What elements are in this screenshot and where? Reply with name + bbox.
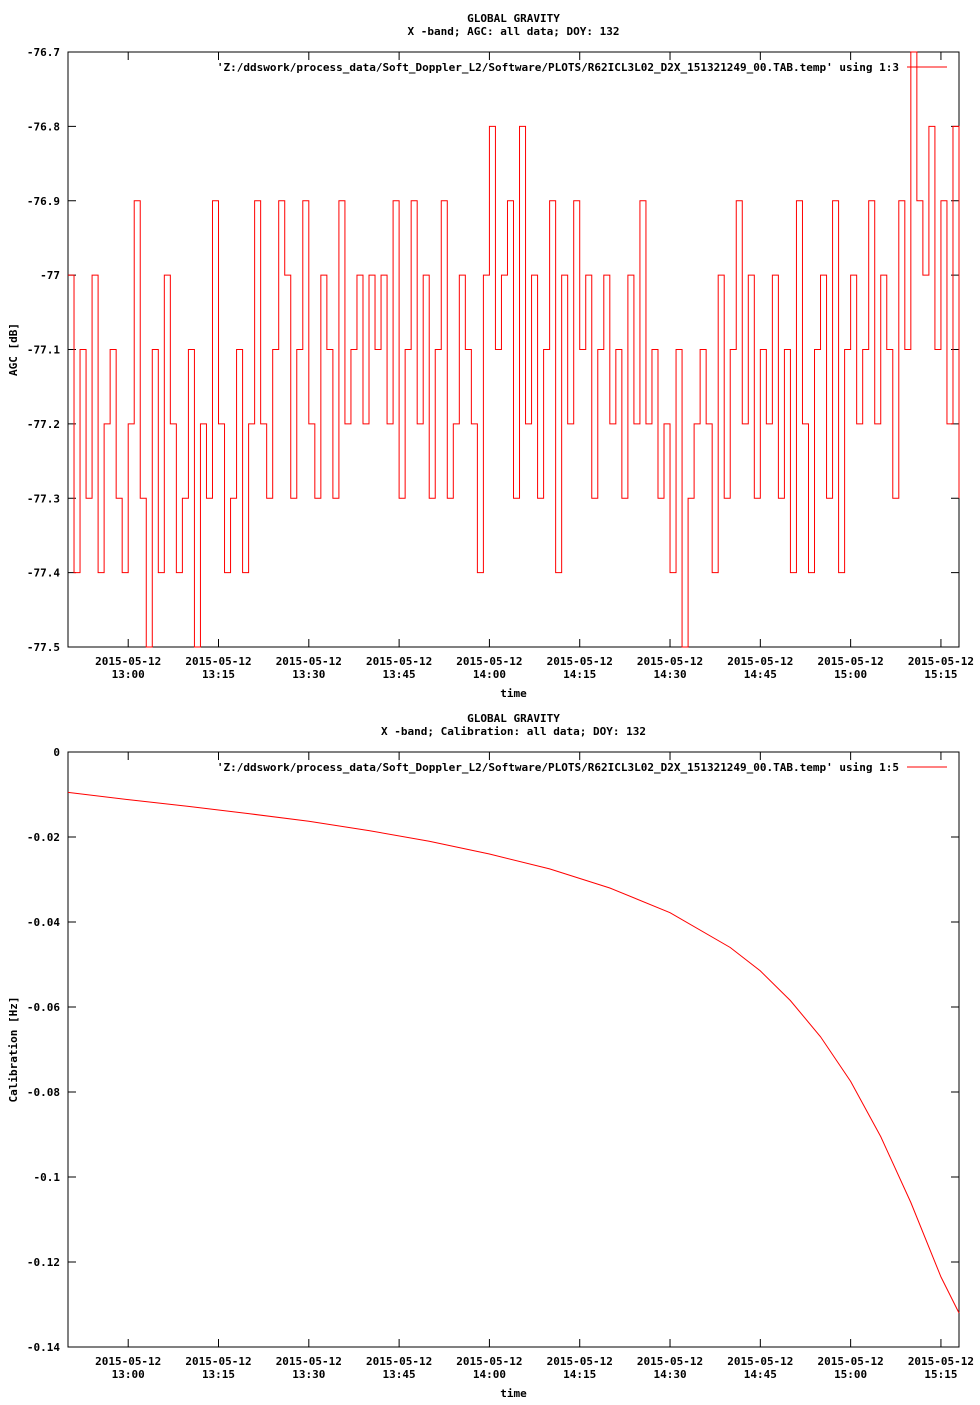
y-tick-label: -0.14 [27,1341,60,1354]
x-tick-label-date: 2015-05-12 [908,655,974,668]
x-tick-label-time: 13:00 [112,668,145,681]
x-tick-label-time: 13:30 [292,668,325,681]
x-tick-label-time: 13:30 [292,1368,325,1381]
y-tick-label: -77.4 [27,567,60,580]
y-tick-label: -77.1 [27,344,60,357]
x-tick-label-time: 13:45 [383,1368,416,1381]
y-tick-label: -77.3 [27,492,60,505]
y-tick-label: -0.08 [27,1086,60,1099]
x-tick-label-time: 15:00 [834,668,867,681]
x-tick-label-time: 15:15 [924,668,957,681]
x-tick-label-date: 2015-05-12 [456,655,522,668]
legend-entry-label: 'Z:/ddswork/process_data/Soft_Doppler_L2… [217,761,899,774]
y-tick-label: -0.12 [27,1256,60,1269]
x-axis-label: time [500,687,527,700]
y-tick-label: -77 [40,269,60,282]
x-axis-label: time [500,1387,527,1400]
y-tick-label: -0.04 [27,916,60,929]
series-line-1 [67,791,960,1314]
x-tick-label-time: 15:15 [924,1368,957,1381]
y-axis-label: Calibration [Hz] [7,997,20,1103]
x-tick-label-date: 2015-05-12 [637,655,703,668]
x-tick-label-time: 14:45 [744,1368,777,1381]
x-tick-label-time: 14:15 [563,668,596,681]
y-tick-label: 0 [53,746,60,759]
y-tick-label: -0.1 [34,1171,61,1184]
x-tick-label-date: 2015-05-12 [818,1355,884,1368]
x-tick-label-time: 14:00 [473,668,506,681]
x-tick-label-time: 14:45 [744,668,777,681]
x-tick-label-time: 14:30 [653,1368,686,1381]
chart-title: GLOBAL GRAVITY [467,12,560,25]
x-tick-label-time: 13:15 [202,1368,235,1381]
x-tick-label-time: 14:30 [653,668,686,681]
y-tick-label: -76.9 [27,195,60,208]
chart-subtitle: X -band; AGC: all data; DOY: 132 [408,25,620,38]
x-tick-label-date: 2015-05-12 [456,1355,522,1368]
x-tick-label-time: 13:45 [383,668,416,681]
x-tick-label-date: 2015-05-12 [818,655,884,668]
y-tick-label: -76.7 [27,46,60,59]
x-tick-label-date: 2015-05-12 [95,1355,161,1368]
y-axis-label: AGC [dB] [7,323,20,376]
x-tick-label-date: 2015-05-12 [547,1355,613,1368]
x-tick-label-time: 14:00 [473,1368,506,1381]
x-tick-label-date: 2015-05-12 [547,655,613,668]
chart-title: GLOBAL GRAVITY [467,712,560,725]
x-tick-label-date: 2015-05-12 [95,655,161,668]
x-tick-label-date: 2015-05-12 [276,1355,342,1368]
x-tick-label-time: 14:15 [563,1368,596,1381]
y-tick-label: -77.5 [27,641,60,654]
x-tick-label-date: 2015-05-12 [276,655,342,668]
y-tick-label: -77.2 [27,418,60,431]
series-line-1 [68,51,960,648]
y-tick-label: -0.02 [27,831,60,844]
x-tick-label-date: 2015-05-12 [185,1355,251,1368]
x-tick-label-date: 2015-05-12 [727,1355,793,1368]
x-tick-label-date: 2015-05-12 [637,1355,703,1368]
plot-frame [67,751,960,1348]
x-tick-label-date: 2015-05-12 [366,655,432,668]
chart-subtitle: X -band; Calibration: all data; DOY: 132 [381,725,646,738]
x-tick-label-date: 2015-05-12 [727,655,793,668]
x-tick-label-time: 15:00 [834,1368,867,1381]
legend-entry-label: 'Z:/ddswork/process_data/Soft_Doppler_L2… [217,61,899,74]
y-tick-label: -0.06 [27,1001,60,1014]
x-tick-label-time: 13:00 [112,1368,145,1381]
x-tick-label-date: 2015-05-12 [908,1355,974,1368]
y-tick-label: -76.8 [27,120,60,133]
x-tick-label-date: 2015-05-12 [366,1355,432,1368]
x-tick-label-time: 13:15 [202,668,235,681]
x-tick-label-date: 2015-05-12 [185,655,251,668]
